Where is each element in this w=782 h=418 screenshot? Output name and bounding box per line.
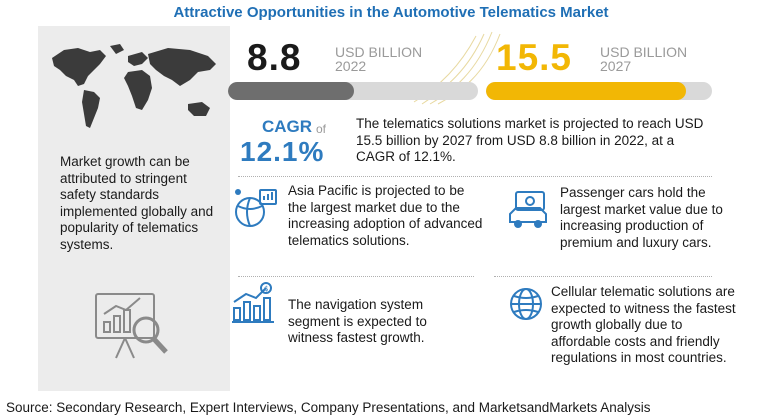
passenger-car-money-icon (509, 191, 547, 228)
bar-track-2022 (228, 82, 478, 100)
kpi-2027-value: 15.5 (496, 37, 573, 78)
insight-cellular-telematic: Cellular telematic solutions are expecte… (551, 284, 736, 365)
kpi-2027-year: 2027 (600, 58, 632, 74)
cagr-value: 12.1% (240, 136, 325, 167)
svg-text:$: $ (264, 285, 268, 293)
divider-left (238, 276, 474, 277)
bar-track-2027 (486, 82, 712, 100)
cagr-of: of (316, 122, 327, 136)
kpi-2022-unit: USD BILLION (335, 44, 423, 60)
cellular-globe-icon (510, 288, 542, 320)
source-note: Source: Secondary Research, Expert Inter… (6, 400, 651, 415)
world-map-icon (52, 44, 216, 128)
bar-2027 (486, 82, 687, 100)
growth-chart-dollar-icon: $ (232, 282, 274, 323)
page-title: Attractive Opportunities in the Automoti… (173, 4, 609, 21)
magnifier-chart-icon (95, 293, 168, 359)
insight-navigation-system: The navigation system segment is expecte… (288, 297, 427, 345)
cagr-label: CAGR (262, 117, 313, 136)
kpi-2022-year: 2022 (335, 58, 367, 74)
kpi-2022-value: 8.8 (247, 37, 302, 78)
bar-2022 (228, 82, 354, 100)
divider-top (238, 176, 712, 177)
cagr-description: The telematics solutions market is proje… (356, 116, 704, 164)
insight-passenger-cars: Passenger cars hold the largest market v… (560, 185, 723, 250)
kpi-2027-unit: USD BILLION (600, 44, 688, 60)
asia-pacific-globe-icon (235, 189, 277, 227)
left-summary-text: Market growth can be attributed to strin… (60, 154, 214, 252)
divider-right (494, 276, 712, 277)
insight-asia-pacific: Asia Pacific is projected to be the larg… (288, 183, 483, 248)
